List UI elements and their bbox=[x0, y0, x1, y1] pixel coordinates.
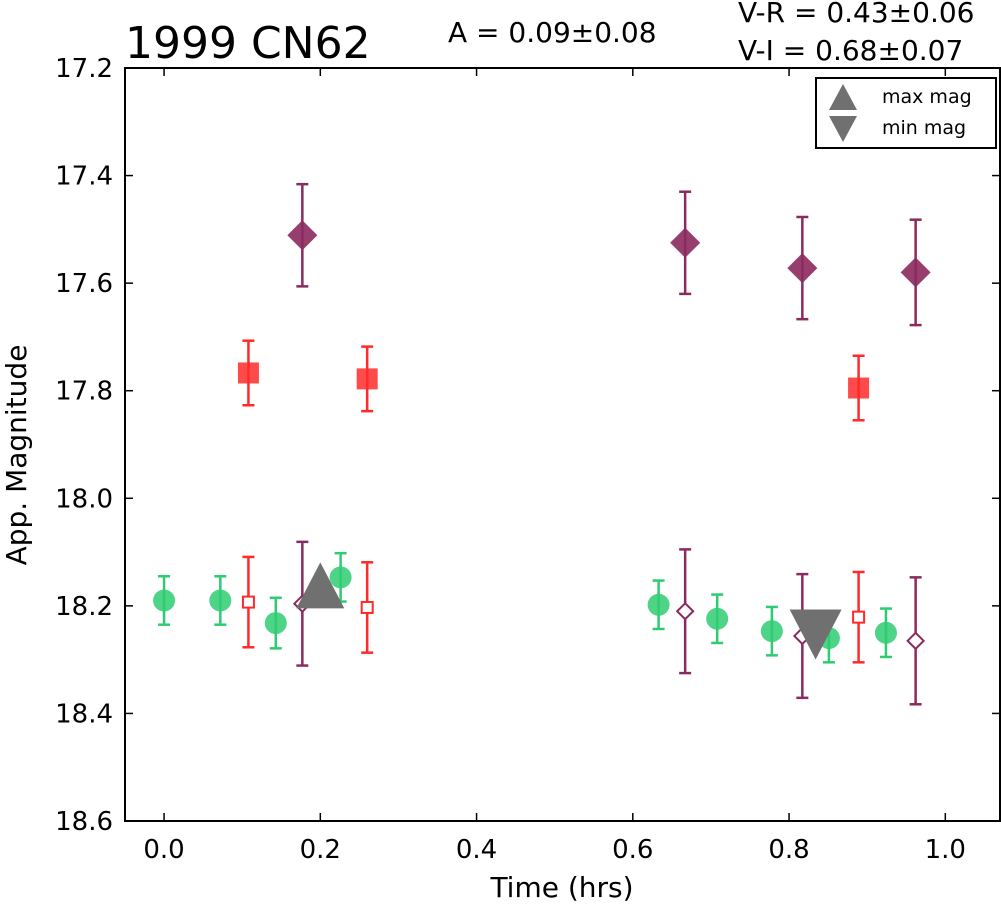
x-tick-label: 0.0 bbox=[143, 835, 184, 865]
data-point-diamond bbox=[906, 631, 926, 651]
data-point-square bbox=[237, 362, 259, 384]
axes: 0.0 0.2 0.4 0.6 0.8 1.0 17.2 17.4 17.6 17.8 18.0 18… bbox=[55, 54, 1000, 865]
y-tick-label: 18.2 bbox=[55, 592, 113, 622]
y-tick-label: 17.4 bbox=[55, 162, 113, 192]
data-point-circle bbox=[329, 566, 352, 589]
y-tick-label: 18.6 bbox=[55, 807, 113, 837]
min-mag-marker bbox=[789, 609, 842, 660]
y-tick-label: 18.0 bbox=[55, 484, 113, 514]
data-point-circle bbox=[706, 607, 729, 630]
x-axis-label: Time (hrs) bbox=[489, 871, 633, 904]
max-mag-marker bbox=[296, 562, 345, 609]
data-point-diamond bbox=[675, 601, 695, 621]
data-point-square bbox=[241, 595, 255, 609]
series-circle-filled bbox=[153, 551, 897, 664]
x-tick-label: 1.0 bbox=[925, 835, 966, 865]
series-square-open bbox=[241, 555, 866, 664]
chart-title: 1999 CN62 bbox=[125, 18, 371, 69]
y-tick-label: 17.8 bbox=[55, 377, 113, 407]
y-tick-label: 17.6 bbox=[55, 269, 113, 299]
data-point-square bbox=[848, 377, 870, 399]
y-axis-label: App. Magnitude bbox=[0, 345, 33, 566]
data-point-circle bbox=[760, 620, 783, 643]
data-point-square bbox=[360, 600, 374, 614]
legend-min-mag-label: min mag bbox=[882, 117, 966, 139]
data-point-square bbox=[852, 610, 866, 624]
data-point-diamond bbox=[787, 253, 818, 284]
data-point-circle bbox=[209, 589, 232, 612]
y-tick-label: 17.2 bbox=[55, 54, 113, 84]
legend-min-mag-marker-icon bbox=[829, 116, 857, 142]
series-square-filled bbox=[237, 339, 870, 422]
x-tick-label: 0.2 bbox=[300, 835, 341, 865]
data-point-circle bbox=[874, 621, 897, 644]
data-point-circle bbox=[647, 593, 670, 616]
x-tick-label: 0.8 bbox=[768, 835, 809, 865]
data-point-circle bbox=[153, 589, 176, 612]
plot-area bbox=[153, 182, 931, 706]
plot-frame bbox=[124, 67, 1001, 822]
data-point-square bbox=[356, 368, 378, 390]
data-point-circle bbox=[264, 612, 287, 635]
v-i-annotation: V-I = 0.68±0.07 bbox=[738, 34, 963, 67]
v-r-annotation: V-R = 0.43±0.06 bbox=[738, 0, 974, 29]
y-tick-label: 18.4 bbox=[55, 699, 113, 729]
data-point-diamond bbox=[670, 227, 701, 258]
x-tick-label: 0.4 bbox=[456, 835, 497, 865]
x-tick-label: 0.6 bbox=[612, 835, 653, 865]
series-diamond-filled bbox=[287, 182, 931, 327]
data-point-diamond bbox=[287, 220, 318, 251]
legend-max-mag-label: max mag bbox=[882, 86, 972, 108]
legend-max-mag-marker-icon bbox=[829, 84, 857, 110]
amplitude-annotation: A = 0.09±0.08 bbox=[448, 16, 657, 49]
legend: max mag min mag bbox=[815, 77, 997, 149]
data-point-diamond bbox=[900, 257, 931, 288]
